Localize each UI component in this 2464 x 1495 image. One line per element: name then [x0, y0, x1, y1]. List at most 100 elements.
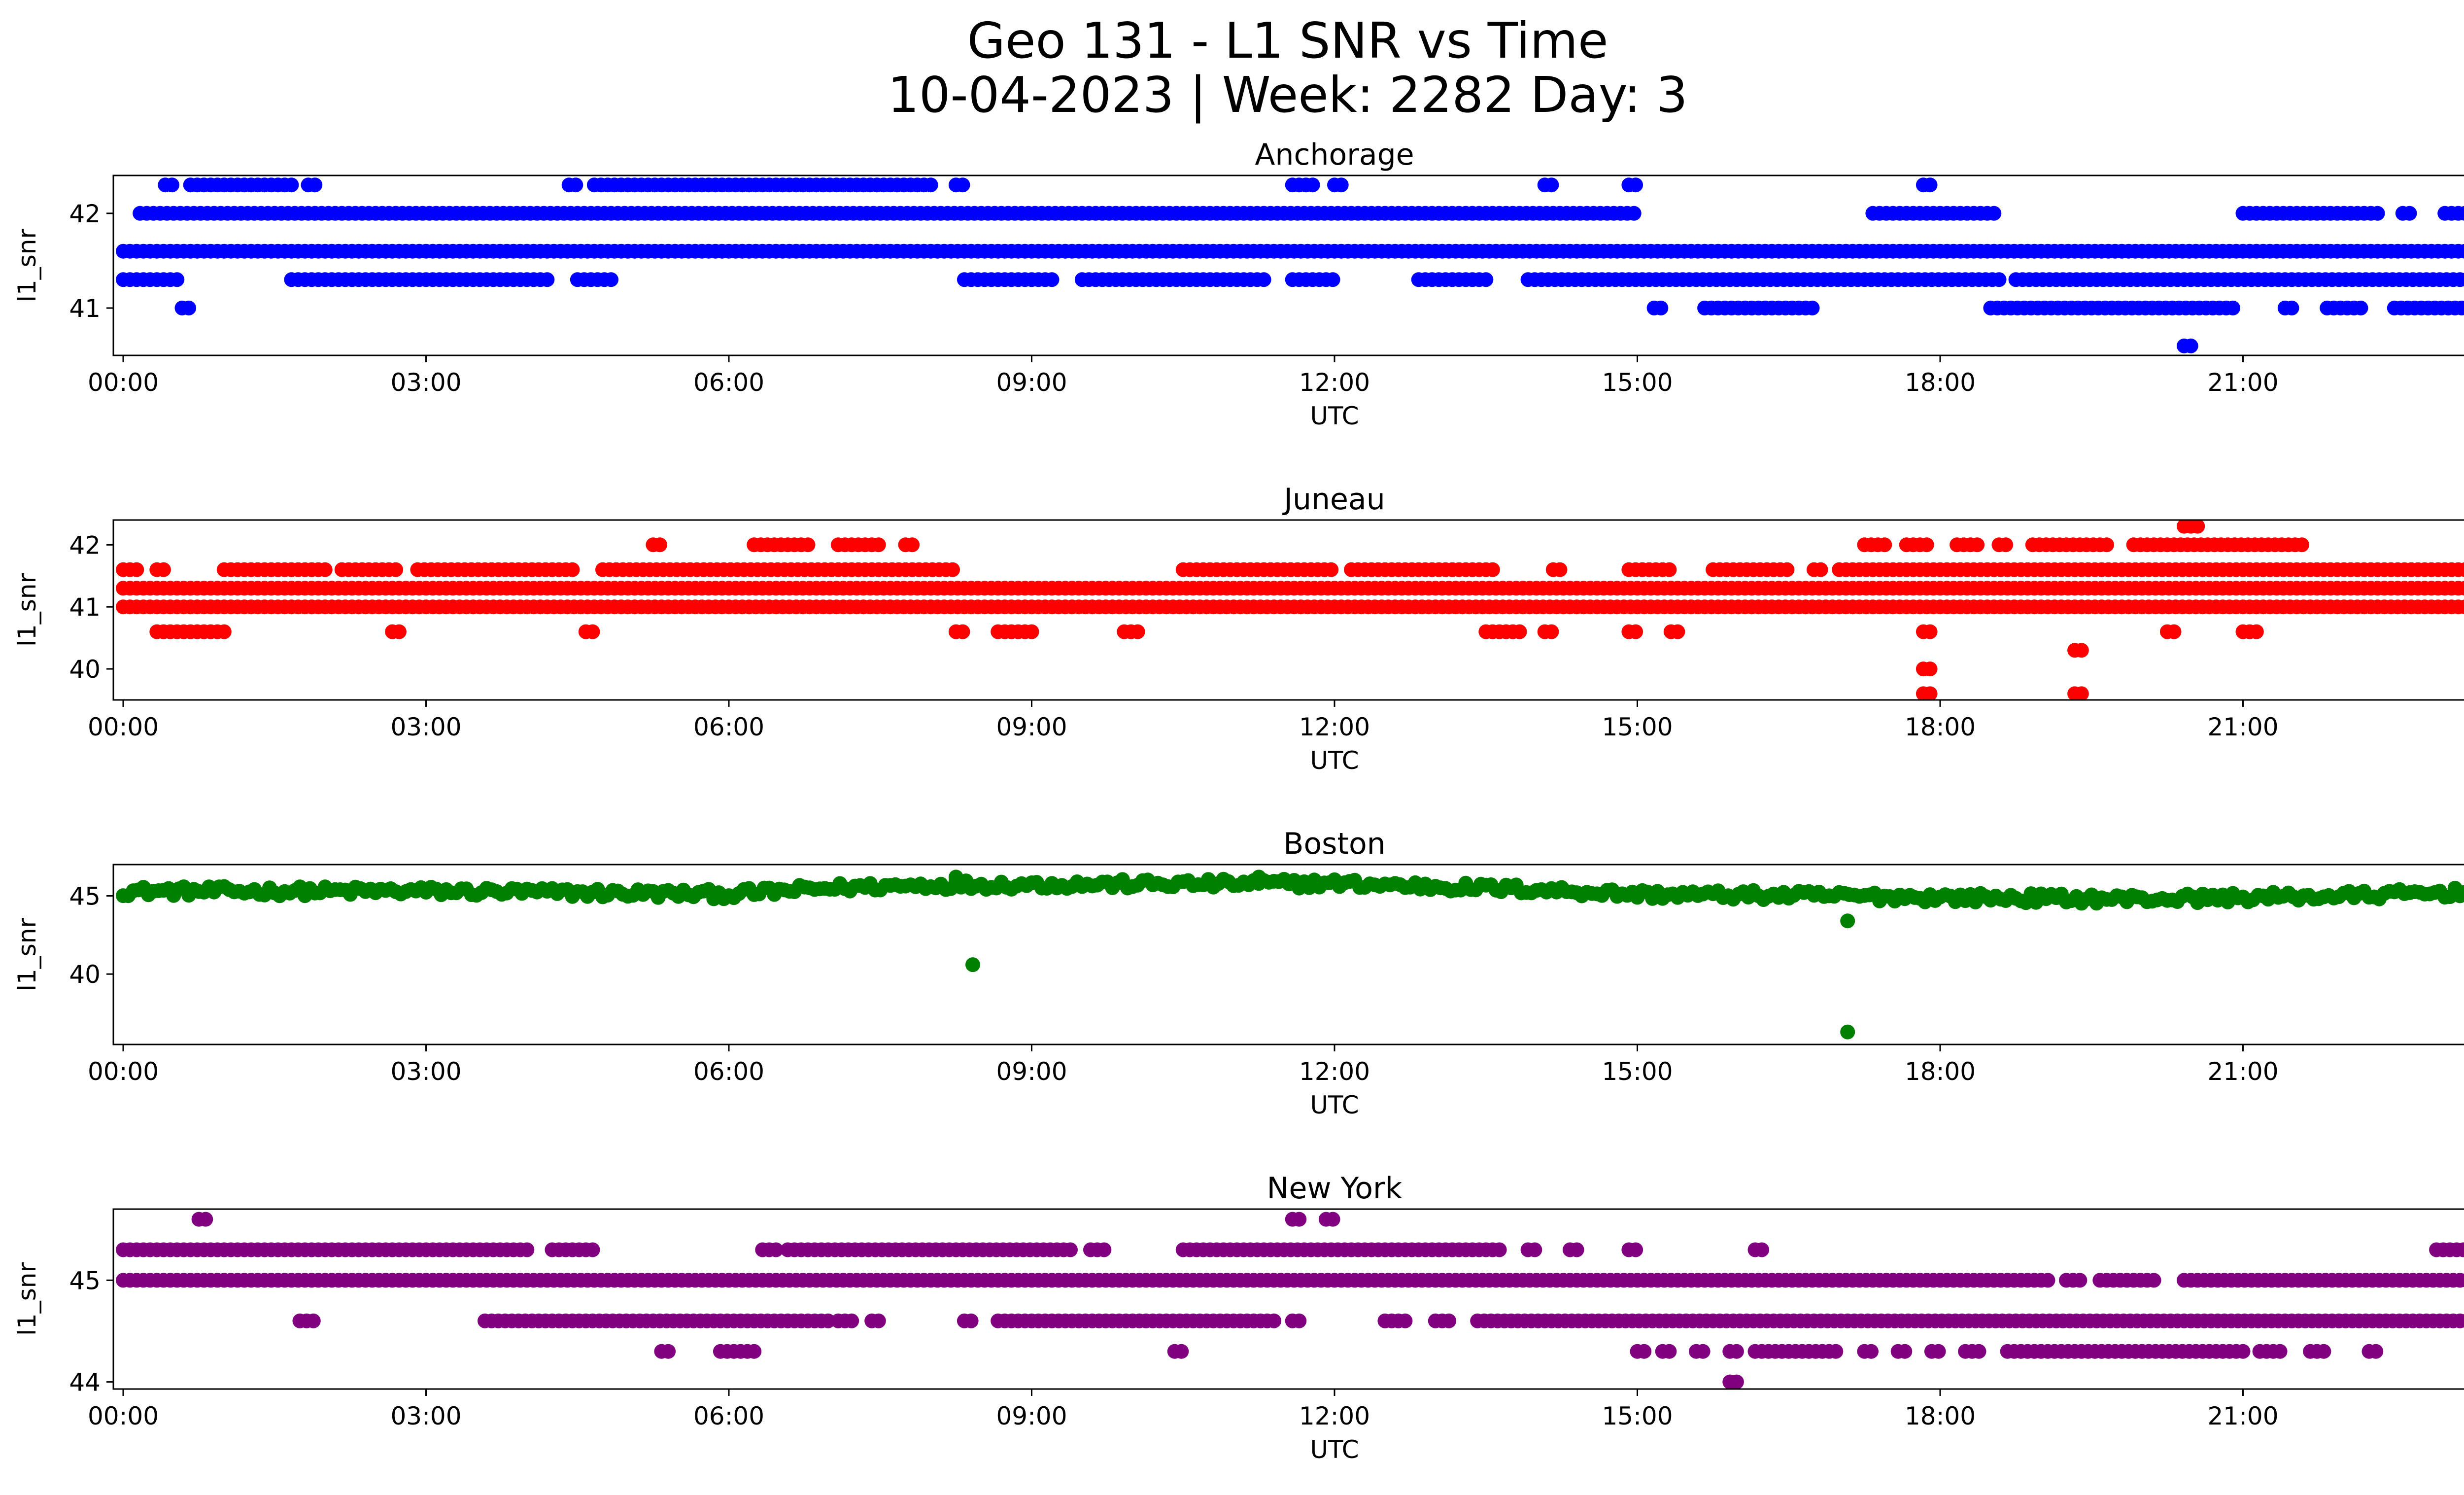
data-point [1544, 624, 1559, 639]
data-points [116, 177, 2464, 353]
data-point [1780, 562, 1795, 577]
data-point [963, 1313, 979, 1328]
x-tick-label: 18:00 [1905, 368, 1976, 397]
x-tick-label: 15:00 [1602, 713, 1673, 741]
data-point [1096, 1242, 1112, 1257]
data-point [768, 1242, 784, 1257]
data-point [284, 177, 299, 193]
x-tick-label: 03:00 [390, 1402, 461, 1430]
data-point [1729, 1344, 1744, 1359]
data-point [871, 537, 886, 553]
subplot-title: Anchorage [1255, 138, 1414, 172]
x-tick-label: 12:00 [1299, 1057, 1370, 1086]
x-tick-label: 21:00 [2207, 1057, 2278, 1086]
data-point [945, 562, 960, 577]
data-point [871, 1313, 886, 1328]
data-point [2459, 273, 2464, 287]
data-point [1805, 300, 1820, 315]
data-point [923, 177, 938, 193]
data-point [1970, 537, 1985, 553]
data-point [1695, 1344, 1711, 1359]
data-point [2183, 338, 2198, 353]
data-point [1441, 1313, 1457, 1328]
data-point [1628, 624, 1643, 639]
data-point [1292, 1212, 1307, 1227]
data-point [1485, 562, 1500, 577]
y-tick-label: 42 [69, 200, 101, 228]
y-tick-label: 45 [69, 1266, 101, 1295]
x-tick-label: 00:00 [88, 368, 159, 397]
x-tick-label: 03:00 [390, 1057, 461, 1086]
x-tick-label: 03:00 [390, 713, 461, 741]
y-axis-label: l1_snr [13, 573, 41, 647]
data-point [1325, 1212, 1340, 1227]
data-point [821, 1313, 836, 1328]
subplot-title: Boston [1283, 827, 1385, 861]
data-point [2225, 300, 2240, 315]
data-point [1922, 661, 1938, 677]
data-points [116, 520, 2464, 700]
figure-title-line1: Geo 131 - L1 SNR vs Time [967, 12, 1608, 70]
data-point [391, 624, 407, 639]
subplot-title: Juneau [1282, 482, 1385, 517]
data-point [2190, 520, 2205, 534]
data-point [1063, 1242, 1078, 1257]
data-point [1662, 562, 1677, 577]
data-point [905, 537, 920, 553]
x-tick-label: 00:00 [88, 1402, 159, 1430]
data-point [1044, 272, 1060, 287]
data-point [1398, 1313, 1413, 1328]
data-point [1637, 1344, 1652, 1359]
data-point [1478, 272, 1494, 287]
data-point [2463, 1246, 2464, 1254]
data-point [198, 1212, 213, 1227]
subplot-anchorage: Anchorage 00:00 03:00 06:00 09:00 12:00 15:00 1… [13, 138, 2464, 430]
data-point [1626, 206, 1642, 221]
data-point [2074, 686, 2089, 700]
subplot-title: New York [1267, 1171, 1403, 1206]
x-tick-label: 21:00 [2207, 713, 2278, 741]
data-point [2458, 206, 2464, 221]
y-tick-label: 42 [69, 531, 101, 559]
data-point [2166, 624, 2182, 639]
data-point [2040, 1273, 2055, 1288]
data-point [800, 537, 816, 553]
x-tick-label: 03:00 [390, 368, 461, 397]
data-point [2370, 206, 2385, 221]
x-tick-label: 21:00 [2207, 1402, 2278, 1430]
data-point [1754, 1242, 1770, 1257]
y-axis-label: l1_snr [13, 918, 41, 991]
data-point [2249, 624, 2264, 639]
data-point [2353, 300, 2368, 315]
data-point [129, 562, 144, 577]
data-point [1569, 1242, 1584, 1257]
data-point [519, 1242, 535, 1257]
data-point [2458, 885, 2464, 900]
x-tick-label: 15:00 [1602, 368, 1673, 397]
data-point [2458, 562, 2464, 577]
data-point [1922, 686, 1938, 700]
data-point [747, 1344, 762, 1359]
data-point [2459, 1273, 2464, 1287]
data-point [1334, 177, 1349, 193]
x-tick-label: 15:00 [1602, 1402, 1673, 1430]
data-point [1864, 1344, 1879, 1359]
y-tick-label: 45 [69, 882, 101, 910]
data-point [2454, 300, 2464, 315]
y-tick-label: 44 [69, 1368, 101, 1397]
x-tick-label: 12:00 [1299, 1402, 1370, 1430]
x-tick-label: 06:00 [693, 1057, 764, 1086]
data-point [1991, 272, 2007, 287]
data-point [1971, 1344, 1986, 1359]
x-tick-label: 12:00 [1299, 713, 1370, 741]
data-point [1512, 624, 1527, 639]
data-point [1251, 869, 1266, 885]
x-tick-label: 09:00 [996, 1402, 1067, 1430]
data-point [585, 624, 600, 639]
data-point [2072, 1273, 2088, 1288]
data-point [1305, 177, 1320, 193]
y-axis-label: l1_snr [13, 229, 41, 302]
data-point [1998, 537, 2014, 553]
